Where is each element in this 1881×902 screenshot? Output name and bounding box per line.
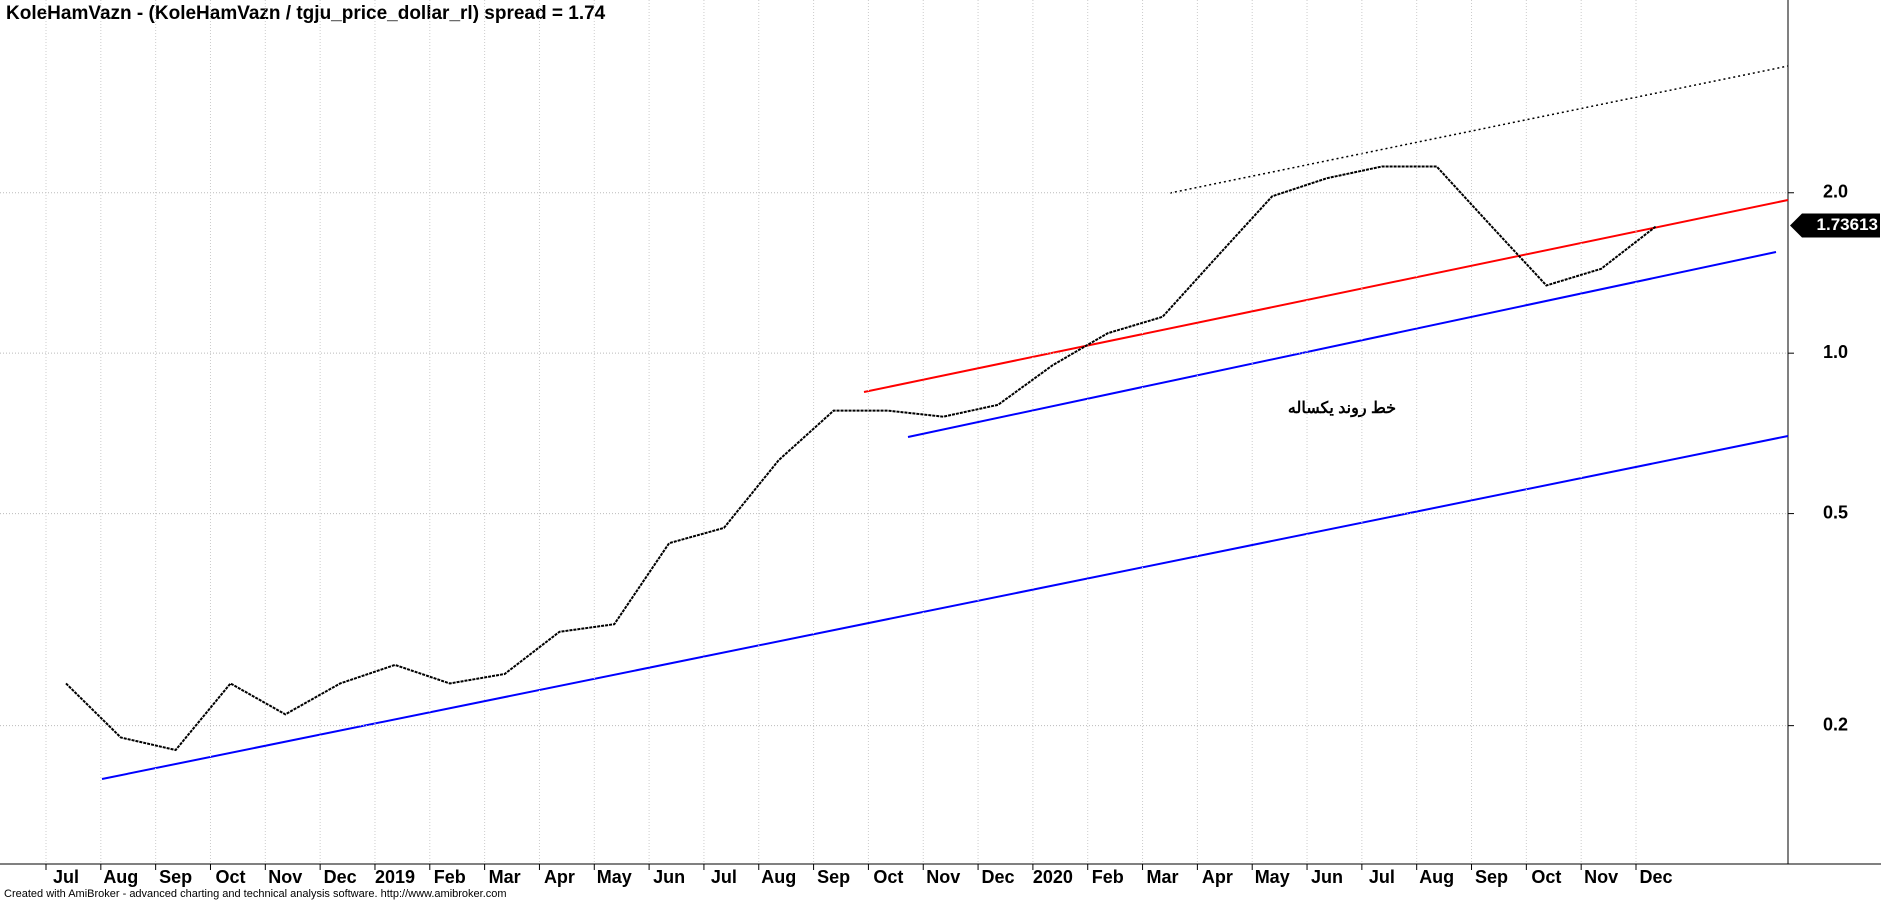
x-tick-label: Oct	[1531, 867, 1561, 887]
last-value-box	[1790, 213, 1880, 238]
x-tick-label: Dec	[324, 867, 357, 887]
x-tick-label: Feb	[1092, 867, 1124, 887]
x-tick-label: May	[1255, 867, 1290, 887]
x-tick-label: Oct	[215, 867, 245, 887]
x-tick-label: Mar	[1147, 867, 1179, 887]
x-tick-label: Sep	[159, 867, 192, 887]
trend-line-upper	[1169, 65, 1789, 194]
price-line	[65, 165, 1657, 752]
x-tick-label: Nov	[268, 867, 302, 887]
x-tick-label: Jul	[711, 867, 737, 887]
x-tick-label: Aug	[103, 867, 138, 887]
x-tick-label: Dec	[1639, 867, 1672, 887]
x-tick-label: Feb	[434, 867, 466, 887]
trend-line-lower	[101, 435, 1789, 780]
footer: Created with AmiBroker - advanced charti…	[4, 888, 507, 900]
y-tick-label: 0.5	[1823, 502, 1848, 522]
y-tick-label: 1.0	[1823, 342, 1848, 362]
x-tick-label: 2020	[1033, 867, 1073, 887]
trend-line-red	[863, 199, 1789, 393]
x-tick-label: Oct	[873, 867, 903, 887]
x-tick-label: Jun	[653, 867, 685, 887]
x-tick-label: May	[597, 867, 632, 887]
x-tick-label: Nov	[926, 867, 960, 887]
x-tick-label: Mar	[489, 867, 521, 887]
x-tick-label: Jul	[1369, 867, 1395, 887]
trend-line-middle	[907, 251, 1777, 438]
y-tick-label: 2.0	[1823, 182, 1848, 202]
x-tick-label: Aug	[761, 867, 796, 887]
y-tick-label: 0.2	[1823, 714, 1848, 734]
x-tick-label: Jul	[53, 867, 79, 887]
x-tick-label: Jun	[1311, 867, 1343, 887]
x-tick-label: Apr	[1202, 867, 1233, 887]
x-tick-label: 2019	[375, 867, 415, 887]
x-tick-label: Sep	[1475, 867, 1508, 887]
x-tick-label: Nov	[1584, 867, 1618, 887]
chart-title: KoleHamVazn - (KoleHamVazn / tgju_price_…	[6, 3, 606, 24]
annotation: خط روند یکساله	[1288, 400, 1396, 418]
x-tick-label: Dec	[982, 867, 1015, 887]
x-tick-label: Apr	[544, 867, 575, 887]
x-tick-label: Aug	[1419, 867, 1454, 887]
last-value-label: 1.73613	[1817, 215, 1878, 234]
x-tick-label: Sep	[817, 867, 850, 887]
